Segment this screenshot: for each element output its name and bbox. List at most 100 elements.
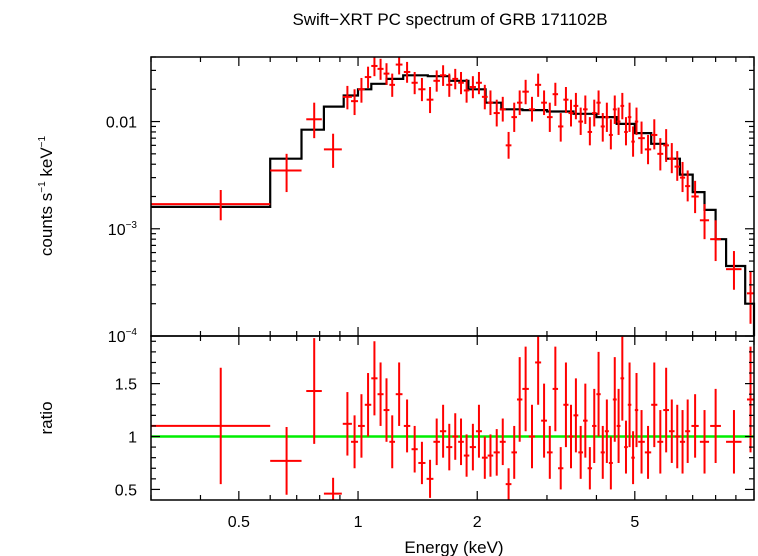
spectrum-data-point <box>679 161 686 193</box>
ratio-data-point <box>699 410 710 474</box>
ratio-data-point <box>446 423 453 471</box>
spectrum-data-point <box>620 92 625 120</box>
spectrum-data-point <box>522 79 529 105</box>
spectrum-y-label: counts s−1 keV−1 <box>37 135 56 256</box>
ratio-data-point <box>616 388 621 463</box>
ratio-data-point <box>371 341 378 416</box>
ratio-data-point <box>389 415 396 469</box>
spectrum-data-point <box>342 85 352 110</box>
spectrum-data-point <box>469 76 476 99</box>
spectrum-ytick-label: 10−3 <box>108 220 138 239</box>
spectrum-data-point <box>516 90 523 116</box>
ratio-data-point <box>691 394 699 458</box>
ratio-data-point <box>516 357 523 442</box>
ratio-data-point <box>383 378 390 442</box>
ytick-exponent: −4 <box>126 327 138 338</box>
ratio-data-point <box>377 362 384 426</box>
ratio-data-point <box>710 388 721 463</box>
spectrum-data-point <box>411 71 418 95</box>
spectrum-data-point <box>383 63 390 85</box>
spectrum-data-point <box>604 102 609 132</box>
spectrum-data-point <box>358 77 365 103</box>
spectrum-data-point <box>616 107 621 135</box>
ratio-data-point <box>403 399 411 453</box>
spectrum-data-point <box>541 90 547 116</box>
spectrum-data-point <box>592 99 597 127</box>
ratio-data-point <box>463 434 470 477</box>
ratio-data-point <box>270 426 302 495</box>
ratio-data-point <box>505 468 512 500</box>
spectrum-data-point <box>511 102 517 132</box>
ratio-data-point <box>469 423 476 471</box>
spectrum-data-point <box>433 70 440 92</box>
spectrum-data-point <box>634 107 639 135</box>
spectrum-data-point <box>535 73 542 97</box>
spectrum-data-point <box>351 89 359 116</box>
ytick-exponent: −3 <box>126 220 138 231</box>
ratio-data-point <box>563 362 569 448</box>
ratio-data-point <box>679 410 686 474</box>
ratio-data-point <box>726 410 742 474</box>
ratio-ytick-label: 1.5 <box>115 377 137 394</box>
spectrum-data-point <box>644 134 652 165</box>
ratio-data-point <box>624 420 628 474</box>
ratio-data-point <box>620 336 625 421</box>
ratio-xtick-label: 2 <box>473 514 482 531</box>
ratio-frame <box>150 335 755 501</box>
spectrum-data-point <box>573 92 579 120</box>
ratio-data-point <box>668 399 675 463</box>
spectrum-data-point <box>624 117 628 146</box>
ratio-data-point <box>418 441 426 485</box>
ratio-data-point <box>558 447 564 490</box>
spectrum-data-point <box>726 251 742 290</box>
ratio-data-point <box>151 367 271 485</box>
spectrum-ytick-label: 10−4 <box>108 327 138 346</box>
ytick-base: 10 <box>108 222 126 239</box>
spectrum-data-point <box>578 107 584 135</box>
spectrum-data-point <box>583 95 588 124</box>
ratio-data-point <box>604 399 609 463</box>
ratio-y-label: ratio <box>37 401 56 434</box>
spectrum-data-point <box>668 143 675 174</box>
spectrum-data-point <box>546 102 553 132</box>
ratio-data-point <box>583 383 588 458</box>
spectrum-data-point <box>651 119 658 150</box>
ratio-ytick-label: 1 <box>128 430 137 447</box>
ratio-data-point <box>573 378 579 453</box>
spectrum-data-point <box>674 151 680 181</box>
ratio-data-point <box>568 404 574 469</box>
x-axis-label: Energy (keV) <box>404 538 503 556</box>
ratio-data-point <box>685 399 691 463</box>
ratio-panel: 0.5 1 1.5 0.5 1 2 5 <box>115 335 755 531</box>
ratio-data-point <box>528 404 536 469</box>
spectrum-data-point <box>691 180 699 214</box>
spectrum-data-point <box>493 99 500 127</box>
spectrum-data-point <box>389 73 396 97</box>
ratio-data-point <box>552 346 559 432</box>
ratio-data-point <box>306 338 322 444</box>
ratio-data-point <box>746 346 754 453</box>
spectrum-data-point <box>608 119 613 150</box>
spectrum-data-point <box>596 90 601 116</box>
spectrum-ytick-label: 0.01 <box>106 115 137 132</box>
spectrum-data-point <box>587 117 593 146</box>
spectrum-data-point <box>151 189 271 221</box>
spectrum-data-point <box>364 66 372 89</box>
ratio-data-point <box>596 351 601 437</box>
ratio-data-point <box>493 429 500 476</box>
spectrum-data-point <box>505 131 512 159</box>
ratio-data-point <box>439 404 447 458</box>
ratio-data-point <box>674 404 680 469</box>
ratio-data-point <box>541 383 547 458</box>
ratio-data-point <box>364 373 372 437</box>
spectrum-data-point <box>487 90 494 116</box>
spectrum-data-point <box>638 121 645 154</box>
ratio-data-point <box>487 434 494 477</box>
ratio-data-point <box>587 447 593 490</box>
spectrum-data-point <box>377 58 384 80</box>
spectrum-data-point <box>627 102 632 132</box>
spectrum-data-point <box>600 113 605 142</box>
spectrum-data-point <box>631 126 635 157</box>
ratio-data-point <box>395 362 403 426</box>
